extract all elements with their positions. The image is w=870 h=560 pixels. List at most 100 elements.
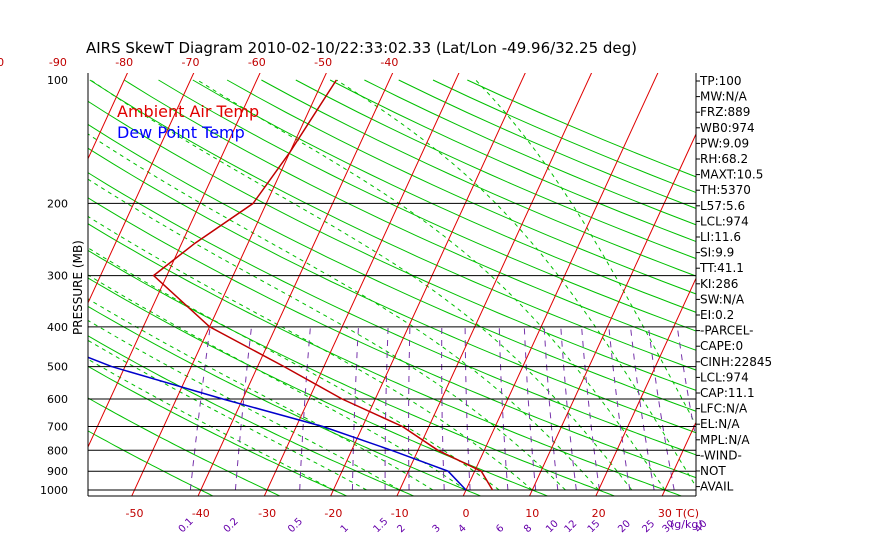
bottom-temp-tick-label: -10 (391, 507, 409, 520)
pressure-tick-label: 300 (47, 270, 68, 283)
dew-point-temp-line (88, 356, 467, 491)
bottom-temp-tick-label: 0 (463, 507, 470, 520)
index-label: L57:5.6 (700, 199, 745, 213)
mixing-ratio-labels: 0.1 0.2 0.5 1 1.5 2 3 4 6 8 10 12 15 20 25 30 40 (177, 516, 710, 535)
pressure-tick-labels: 100 200 300 400 500 600 700 800 900 1000 (40, 74, 68, 497)
index-label: WB0:974 (700, 121, 755, 135)
temp-unit-label: T(C) (675, 507, 699, 520)
dry-adiabat-line (88, 335, 416, 496)
bottom-temp-tick-label: 30 (658, 507, 672, 520)
dry-adiabat-line (432, 79, 696, 194)
index-label: MAXT:10.5 (700, 168, 763, 182)
moist-adiabat-line (88, 178, 566, 491)
bottom-temp-tick-label: 20 (592, 507, 606, 520)
dry-adiabat-line (123, 79, 696, 351)
isotherm-line (88, 73, 261, 449)
mixing-ratio-line (543, 326, 559, 491)
top-temp-tick-label: -40 (380, 56, 398, 69)
moist-adiabat-line (475, 79, 696, 427)
moist-adiabat-line (88, 298, 434, 491)
mixing-ratio-label: 12 (563, 518, 580, 535)
isotherm-line (88, 73, 128, 160)
isotherm-line (330, 73, 526, 496)
mixing-ratio-label: 20 (616, 518, 633, 535)
index-label: TT:41.1 (699, 261, 744, 275)
mixing-ratio-label: 1 (339, 523, 351, 535)
top-temp-tick-label: -70 (182, 56, 200, 69)
moist-adiabat-line (88, 319, 400, 491)
mixing-ratio-line (581, 326, 600, 491)
dry-adiabat-line (398, 79, 696, 209)
mixing-ratio-line (630, 326, 655, 491)
index-label: AVAIL (700, 480, 734, 494)
top-temp-tick-labels: -120-110-100-90-80-70-60-50-40 (0, 56, 398, 69)
index-label: FRZ:889 (700, 105, 750, 119)
dry-adiabat-line (89, 79, 696, 371)
bottom-temp-tick-label: -50 (126, 507, 144, 520)
index-label: CAP:11.1 (700, 386, 755, 400)
dry-adiabat-line (88, 172, 696, 456)
isotherm-line (661, 421, 696, 496)
mixing-ratio-label: 10 (544, 518, 561, 535)
dry-adiabat-line (158, 79, 696, 332)
index-label: CINH:22845 (700, 355, 772, 369)
isotherm-line (88, 73, 195, 305)
dry-adiabat-line (88, 100, 696, 391)
dry-adiabat-line (88, 197, 696, 479)
index-label: EL:N/A (700, 417, 740, 431)
mixing-ratio-label: 6 (494, 523, 506, 535)
index-label: SW:N/A (700, 292, 745, 306)
mixing-ratio-label: 8 (522, 523, 534, 535)
pressure-tick-label: 500 (47, 361, 68, 374)
dry-adiabat-line (88, 147, 696, 434)
moist-adiabat-line (90, 79, 633, 491)
mixing-ratio-label: 3 (431, 523, 443, 535)
pressure-tick-label: 800 (47, 444, 68, 457)
index-label: CAPE:0 (700, 339, 743, 353)
isotherm-line (396, 73, 593, 496)
index-label: TP:100 (699, 74, 742, 88)
mixing-ratio-line (560, 326, 577, 491)
pressure-tick-label: 900 (47, 465, 68, 478)
isotherm-line (595, 277, 696, 496)
top-temp-tick-label: -90 (49, 56, 67, 69)
mixing-ratio-line (408, 326, 411, 491)
mixing-ratio-label: 25 (640, 518, 657, 535)
index-label: LFC:N/A (700, 402, 748, 416)
y-axis-label: PRESSURE (MB) (71, 240, 85, 335)
isotherm-line (794, 40, 870, 498)
dry-adiabat-line (329, 79, 696, 243)
index-label: PW:9.09 (700, 136, 749, 150)
index-label: KI:286 (700, 277, 738, 291)
index-label: SI:9.9 (700, 246, 734, 260)
dry-adiabat-line (295, 79, 696, 260)
top-temp-tick-label: -50 (314, 56, 332, 69)
dry-adiabat-line (88, 397, 282, 496)
mixing-ratio-label: 0.5 (286, 516, 305, 535)
pressure-tick-label: 100 (47, 74, 68, 87)
isotherm-line (197, 73, 394, 496)
index-label: MPL:N/A (700, 433, 750, 447)
index-label: MW:N/A (700, 90, 748, 104)
mixing-ratio-label: 2 (395, 523, 407, 535)
isotherm-line (131, 73, 327, 496)
moist-adiabat-line (197, 79, 666, 491)
mixing-ratio-label: 15 (586, 518, 603, 535)
index-label: -PARCEL- (700, 324, 754, 338)
isotherm-line (263, 73, 460, 496)
legend-dew-point-temp: Dew Point Temp (117, 123, 245, 142)
bottom-temp-tick-label: -30 (258, 507, 276, 520)
pressure-tick-label: 200 (47, 197, 68, 210)
chart-title: AIRS SkewT Diagram 2010-02-10/22:33:02.3… (86, 39, 637, 57)
index-label: LCL:974 (700, 214, 749, 228)
dry-adiabat-line (88, 430, 215, 496)
dry-adiabat-line (88, 365, 349, 496)
bottom-temp-tick-label: -40 (192, 507, 210, 520)
dry-adiabat-line (88, 249, 617, 496)
dry-adiabat-line (88, 123, 696, 412)
top-temp-tick-label: -80 (115, 56, 133, 69)
bottom-temp-tick-label: 10 (525, 507, 539, 520)
ambient-air-temp-line (152, 79, 494, 491)
pressure-tick-label: 400 (47, 321, 68, 334)
